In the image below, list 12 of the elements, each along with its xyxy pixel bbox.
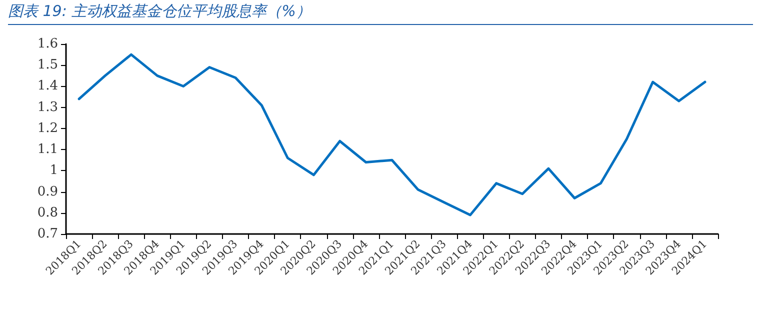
y-tick-label: 1.4	[37, 78, 58, 94]
y-tick-label: 0.8	[37, 205, 58, 220]
y-tick-label: 1.2	[37, 120, 58, 136]
y-tick-label: 1.6	[37, 36, 58, 52]
y-tick-label: 1.3	[37, 100, 58, 115]
line-series	[78, 53, 706, 216]
y-tick-label: 1.5	[37, 58, 58, 73]
y-tick-label: 1	[50, 163, 58, 178]
chart-title: 图表 19: 主动权益基金仓位平均股息率（%）	[8, 2, 753, 25]
y-tick-label: 0.7	[37, 226, 58, 242]
y-tick-label: 0.9	[37, 184, 58, 200]
y-tick-label: 1.1	[37, 142, 58, 158]
